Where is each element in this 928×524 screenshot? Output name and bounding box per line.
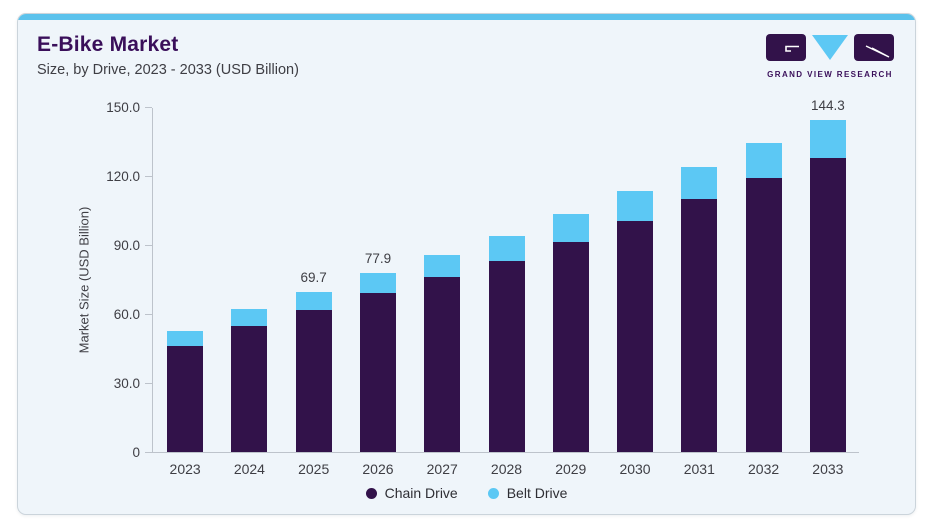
stacked-bar: [359, 272, 396, 452]
gvr-logo-icon: [766, 34, 894, 61]
chain-drive-segment: [617, 220, 654, 452]
y-tick-label: 120.0: [106, 169, 140, 184]
x-axis-year-label: 2029: [555, 461, 587, 477]
stacked-bar: [681, 166, 718, 452]
bar-value-label: 144.3: [810, 98, 845, 114]
x-axis-year-label: 2027: [426, 461, 458, 477]
stacked-bar: [488, 235, 525, 452]
plot-area: 0 30.0 60.0 90.0 120.0 150.0 2023 2024 69.7 2025 7…: [106, 98, 859, 477]
belt-drive-segment: [167, 331, 204, 346]
stacked-bar: [745, 142, 782, 452]
belt-drive-swatch-icon: [487, 487, 499, 499]
belt-drive-segment: [617, 190, 654, 221]
chain-drive-segment: [552, 241, 589, 452]
y-tick-label: 90.0: [113, 238, 140, 253]
chain-drive-segment: [295, 309, 332, 452]
bar-value-label: 69.7: [300, 269, 327, 285]
stacked-bar: [295, 291, 332, 452]
stacked-bar: [617, 190, 654, 452]
y-tick-label: 60.0: [113, 307, 140, 322]
y-tick-mark: [145, 451, 152, 453]
stacked-bar: [424, 254, 461, 452]
chain-drive-segment: [745, 178, 782, 452]
legend-label: Chain Drive: [384, 485, 458, 501]
legend-item: Belt Drive: [487, 485, 568, 501]
y-tick-mark: [145, 313, 152, 315]
y-tick-mark: [145, 106, 152, 108]
chart-card: E-Bike Market Size, by Drive, 2023 - 203…: [17, 13, 916, 515]
chain-drive-segment: [809, 157, 846, 452]
chain-drive-segment: [424, 277, 461, 452]
y-tick-label: 0: [132, 445, 140, 460]
stacked-bar: [231, 309, 268, 452]
belt-drive-segment: [424, 254, 461, 278]
x-axis-year-label: 2025: [298, 461, 330, 477]
chain-drive-swatch-icon: [365, 487, 377, 499]
belt-drive-segment: [295, 291, 332, 310]
grand-view-research-logo: GRAND VIEW RESEARCH: [762, 34, 898, 79]
x-axis-year-label: 2032: [748, 461, 780, 477]
chart-subtitle: Size, by Drive, 2023 - 2033 (USD Billion…: [37, 62, 299, 78]
belt-drive-segment: [745, 142, 782, 179]
belt-drive-segment: [231, 309, 268, 326]
y-tick-mark: [145, 382, 152, 384]
gvr-logo-text: GRAND VIEW RESEARCH: [767, 70, 893, 79]
y-tick-label: 30.0: [113, 376, 140, 391]
chain-drive-segment: [231, 325, 268, 452]
belt-drive-segment: [681, 166, 718, 200]
stacked-bar: [167, 331, 204, 452]
card-top-accent: [18, 14, 915, 20]
belt-drive-segment: [488, 235, 525, 261]
chain-drive-segment: [359, 292, 396, 452]
stacked-bar: [552, 213, 589, 452]
bar-value-label: 77.9: [364, 250, 392, 266]
x-axis-year-label: 2030: [619, 461, 651, 477]
chart-legend: Chain Drive Belt Drive: [18, 485, 915, 501]
x-axis-year-label: 2031: [683, 461, 715, 477]
y-tick-mark: [145, 175, 152, 177]
chain-drive-segment: [488, 260, 525, 452]
chain-drive-segment: [681, 199, 718, 452]
y-tick-mark: [145, 244, 152, 246]
x-axis-year-label: 2028: [490, 461, 523, 477]
stacked-bar: [809, 120, 846, 452]
belt-drive-segment: [359, 272, 396, 293]
legend-label: Belt Drive: [506, 485, 568, 501]
x-axis-year-label: 2024: [233, 461, 265, 477]
chart-header: E-Bike Market Size, by Drive, 2023 - 203…: [37, 33, 299, 78]
legend-item: Chain Drive: [365, 485, 458, 501]
y-axis-title: Market Size (USD Billion): [76, 206, 92, 354]
chain-drive-segment: [167, 345, 204, 452]
belt-drive-segment: [552, 213, 589, 242]
y-tick-label: 150.0: [106, 100, 140, 115]
x-axis-year-label: 2033: [812, 461, 844, 477]
x-axis-year-label: 2026: [362, 461, 394, 477]
chart-title: E-Bike Market: [37, 33, 179, 56]
belt-drive-segment: [809, 120, 846, 158]
x-axis-year-label: 2023: [169, 461, 201, 477]
